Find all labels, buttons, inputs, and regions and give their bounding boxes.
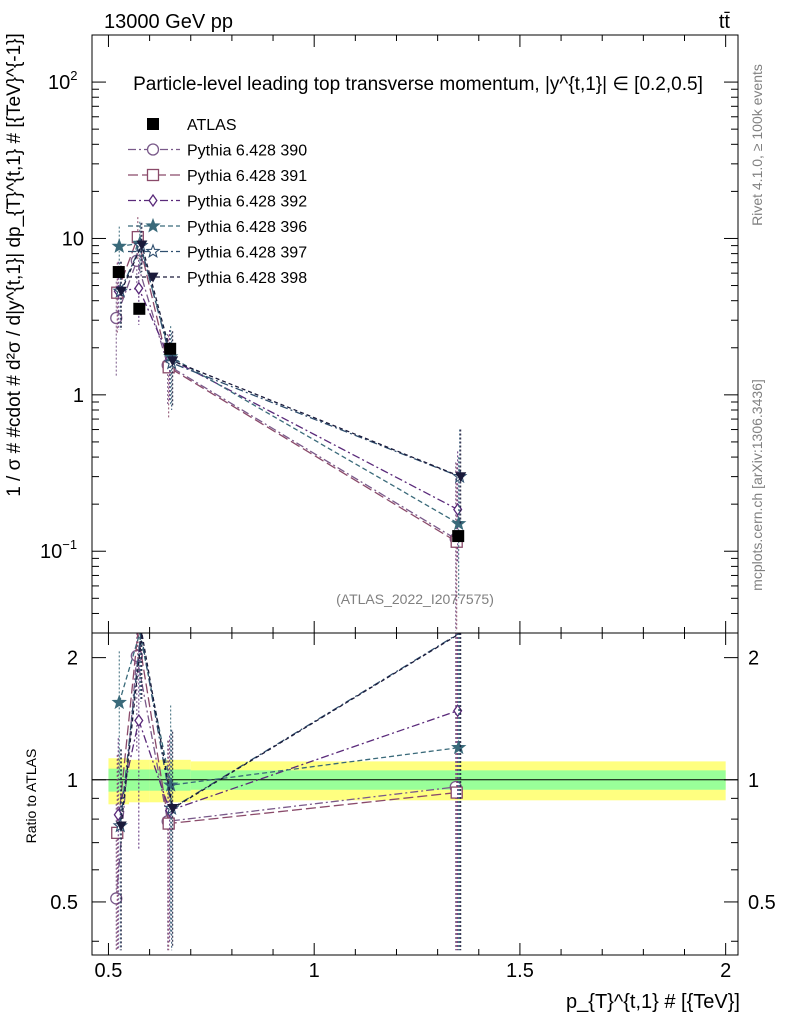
- ratio-line: [117, 710, 458, 815]
- legend: ATLAS Pythia 6.428 390 Pythia 6.428 391 Pyt…: [128, 117, 307, 287]
- marker-diamond: [453, 502, 463, 517]
- marker-star: [145, 243, 161, 259]
- marker-triangle: [136, 240, 148, 251]
- legend-atlas-marker: [147, 118, 159, 130]
- ratio-line: [120, 632, 462, 826]
- series-2: [113, 259, 463, 563]
- marker-diamond: [134, 281, 144, 295]
- ratio-series-1: [111, 632, 463, 951]
- marker-star: [145, 217, 161, 233]
- ratio-tick-label-right: 0.5: [748, 892, 776, 914]
- ratio-tick-label-right: 2: [748, 648, 759, 670]
- legend-label: Pythia 6.428 391: [187, 168, 307, 185]
- marker-triangle: [147, 272, 159, 283]
- ratio-tick-label-left: 1: [67, 770, 78, 792]
- marker-triangle: [115, 821, 127, 832]
- series-line: [120, 242, 461, 478]
- ratio-line: [116, 632, 457, 833]
- atlas-point: [133, 302, 146, 315]
- atlas-point: [452, 530, 465, 543]
- process-label: tt̄: [719, 11, 731, 33]
- atlas-point: [164, 342, 177, 355]
- y-tick-label: 1: [73, 385, 84, 407]
- legend-label: Pythia 6.428 398: [187, 270, 307, 287]
- analysis-label: (ATLAS_2022_I2077575): [336, 591, 494, 607]
- series-line: [119, 243, 460, 478]
- x-axis-title: p_{T}^{t,1} # [{TeV}]: [566, 991, 740, 1013]
- ratio-plot: 0.5 1 1.5 2 0.5 0.5 1 1 2 2: [50, 632, 776, 982]
- x-tick-label: 1: [309, 960, 320, 982]
- marker-square: [146, 168, 160, 182]
- marker-triangle: [115, 286, 127, 297]
- legend-label: Pythia 6.428 396: [187, 219, 307, 236]
- legend-label: Pythia 6.428 390: [187, 143, 307, 160]
- x-tick-label: 0.5: [95, 960, 123, 982]
- energy-label: 13000 GeV pp: [104, 11, 233, 33]
- marker-diamond: [453, 704, 463, 718]
- marker-triangle: [167, 804, 179, 814]
- legend-label: Pythia 6.428 397: [187, 245, 307, 262]
- marker-star: [111, 694, 127, 710]
- series-4: [112, 223, 468, 524]
- y-tick-label: 102: [48, 68, 77, 94]
- ratio-line: [118, 632, 459, 786]
- marker-star: [111, 238, 127, 253]
- marker-star: [451, 515, 467, 531]
- series-0: [110, 237, 462, 631]
- marker-triangle: [167, 356, 179, 367]
- marker-triangle: [455, 472, 467, 483]
- ratio-frame: [91, 632, 739, 956]
- ratio-tick-label-right: 1: [748, 770, 759, 792]
- marker-diamond: [134, 713, 144, 728]
- site-label: mcplots.cern.ch [arXiv:1306.3436]: [749, 379, 765, 591]
- atlas-data: [112, 266, 465, 543]
- x-tick-label: 1.5: [506, 960, 534, 982]
- series-line: [115, 258, 457, 540]
- legend-label: Pythia 6.428 392: [187, 194, 307, 211]
- rivet-label: Rivet 4.1.0, ≥ 100k events: [749, 64, 765, 226]
- ratio-tick-label-left: 0.5: [50, 892, 78, 914]
- marker-circle: [146, 143, 160, 156]
- marker-diamond: [113, 808, 123, 822]
- ratio-axis-title: Ratio to ATLAS: [23, 749, 39, 844]
- x-tick-label: 2: [720, 960, 731, 982]
- main-plot: 102 10 1 10−1: [40, 34, 738, 634]
- ratio-line: [115, 655, 456, 899]
- y-axis-title: 1 / σ # #cdot # d²σ / d|y^{t,1}| dp_{T}^…: [4, 33, 25, 497]
- marker-star: [451, 739, 467, 755]
- ratio-tick-label-left: 2: [67, 648, 78, 670]
- ratio-series-3: [111, 632, 467, 951]
- series-line: [116, 234, 458, 543]
- atlas-point: [112, 266, 125, 279]
- chart-title: Particle-level leading top transverse mo…: [133, 74, 703, 95]
- series-line: [118, 287, 459, 511]
- ratio-series-5: [115, 632, 462, 951]
- y-tick-label: 10: [62, 228, 84, 250]
- legend-atlas-label: ATLAS: [187, 117, 237, 134]
- marker-square: [162, 817, 175, 830]
- series-line: [119, 242, 460, 525]
- marker-star: [163, 777, 179, 792]
- y-tick-label: 10−1: [40, 537, 77, 563]
- marker-square: [450, 786, 463, 799]
- marker-diamond: [148, 193, 158, 208]
